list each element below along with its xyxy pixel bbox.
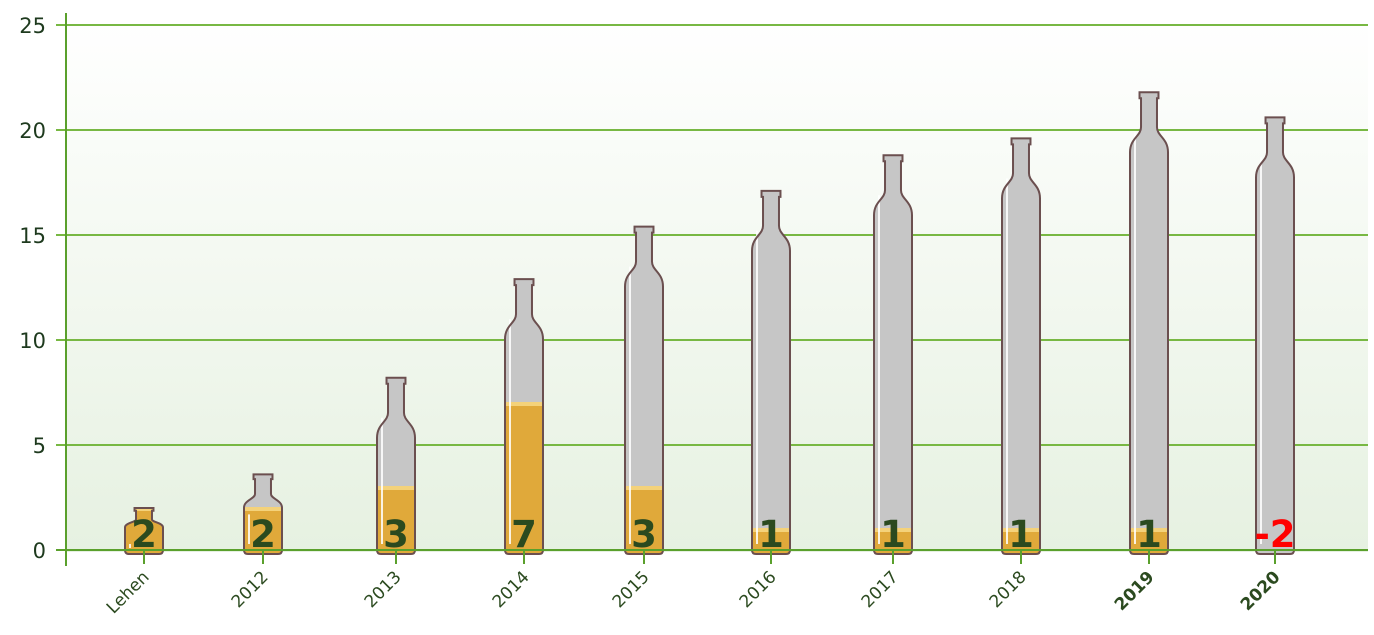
- bottles: 2 2 3 7 3 1 1 1 1 -2: [124, 91, 1296, 556]
- bottle-outline: [873, 154, 913, 555]
- bottle-2015: 3: [624, 225, 664, 556]
- x-tick-label: Lehen: [103, 567, 154, 618]
- data-label: 1: [1136, 513, 1162, 556]
- beer-foam: [125, 508, 163, 511]
- bottle-outline: [1001, 137, 1041, 555]
- beer-foam: [625, 486, 663, 490]
- bottle-outline: [376, 376, 416, 555]
- bottle-2016: 1: [751, 189, 791, 556]
- bottle-2020: -2: [1254, 116, 1296, 556]
- bottle-2014: 7: [504, 278, 544, 556]
- x-tick-label: 2015: [609, 567, 654, 612]
- y-tick-label: 5: [33, 434, 46, 458]
- bottle-outline: [1255, 116, 1295, 555]
- beer-foam: [244, 507, 282, 511]
- x-tick-label: 2019: [1111, 567, 1159, 615]
- bottle-glass: [1256, 117, 1294, 555]
- data-label: 3: [631, 513, 657, 556]
- bottle-outline: [1129, 91, 1169, 555]
- beer-fill: [625, 487, 663, 554]
- x-tick-label: 2013: [361, 567, 406, 612]
- beer-foam: [505, 402, 543, 406]
- beer-fill: [244, 508, 282, 554]
- bottle-outline: [624, 225, 664, 555]
- bottle-Lehen: 2: [124, 507, 164, 556]
- x-tick-label: 2020: [1237, 567, 1285, 615]
- beer-foam: [1002, 528, 1040, 532]
- beer-fill: [505, 403, 543, 554]
- x-axis-ticks: Lehen 2012 2013 2014 2015 2016 2017 2018 2019 202…: [103, 567, 1285, 618]
- data-label: 7: [511, 513, 537, 556]
- data-label: 2: [250, 513, 276, 556]
- data-label: 3: [383, 513, 409, 556]
- data-label: 1: [758, 513, 784, 556]
- beer-foam: [1130, 528, 1168, 532]
- y-tick-label: 20: [19, 119, 46, 143]
- bottle-glass: [625, 226, 663, 554]
- x-tick-label: 2012: [228, 567, 273, 612]
- bottle-outline: [751, 189, 791, 555]
- bottle-glass: [752, 190, 790, 554]
- x-tick-label: 2017: [858, 567, 903, 612]
- bottle-glass: [874, 155, 912, 554]
- beer-fill: [377, 487, 415, 554]
- bottle-outline: [124, 507, 164, 555]
- data-label: 1: [1008, 513, 1034, 556]
- bottle-glass: [1130, 92, 1168, 554]
- bottle-glass: [1002, 138, 1040, 554]
- y-tick-label: 15: [19, 224, 46, 248]
- y-tick-label: 0: [33, 539, 46, 563]
- beer-foam: [752, 528, 790, 532]
- data-label: -2: [1254, 513, 1295, 556]
- y-tick-label: 25: [19, 14, 46, 38]
- data-label: 1: [880, 513, 906, 556]
- y-tick-label: 10: [19, 329, 46, 353]
- bottle-2012: 2: [243, 473, 283, 556]
- x-tick-label: 2016: [736, 567, 781, 612]
- bottle-2018: 1: [1001, 137, 1041, 556]
- data-label: 2: [131, 513, 157, 556]
- bottle-2019: 1: [1129, 91, 1169, 556]
- beer-foam: [377, 486, 415, 490]
- bottle-2013: 3: [376, 376, 416, 556]
- bottle-outline: [243, 473, 283, 555]
- bottle-outline: [504, 278, 544, 555]
- x-tick-label: 2018: [986, 567, 1031, 612]
- axes: [56, 13, 1368, 566]
- beer-foam: [874, 528, 912, 532]
- x-tick-label: 2014: [489, 567, 534, 612]
- y-axis-ticks: 0 5 10 15 20 25: [19, 14, 46, 563]
- plot-background: [66, 18, 1368, 552]
